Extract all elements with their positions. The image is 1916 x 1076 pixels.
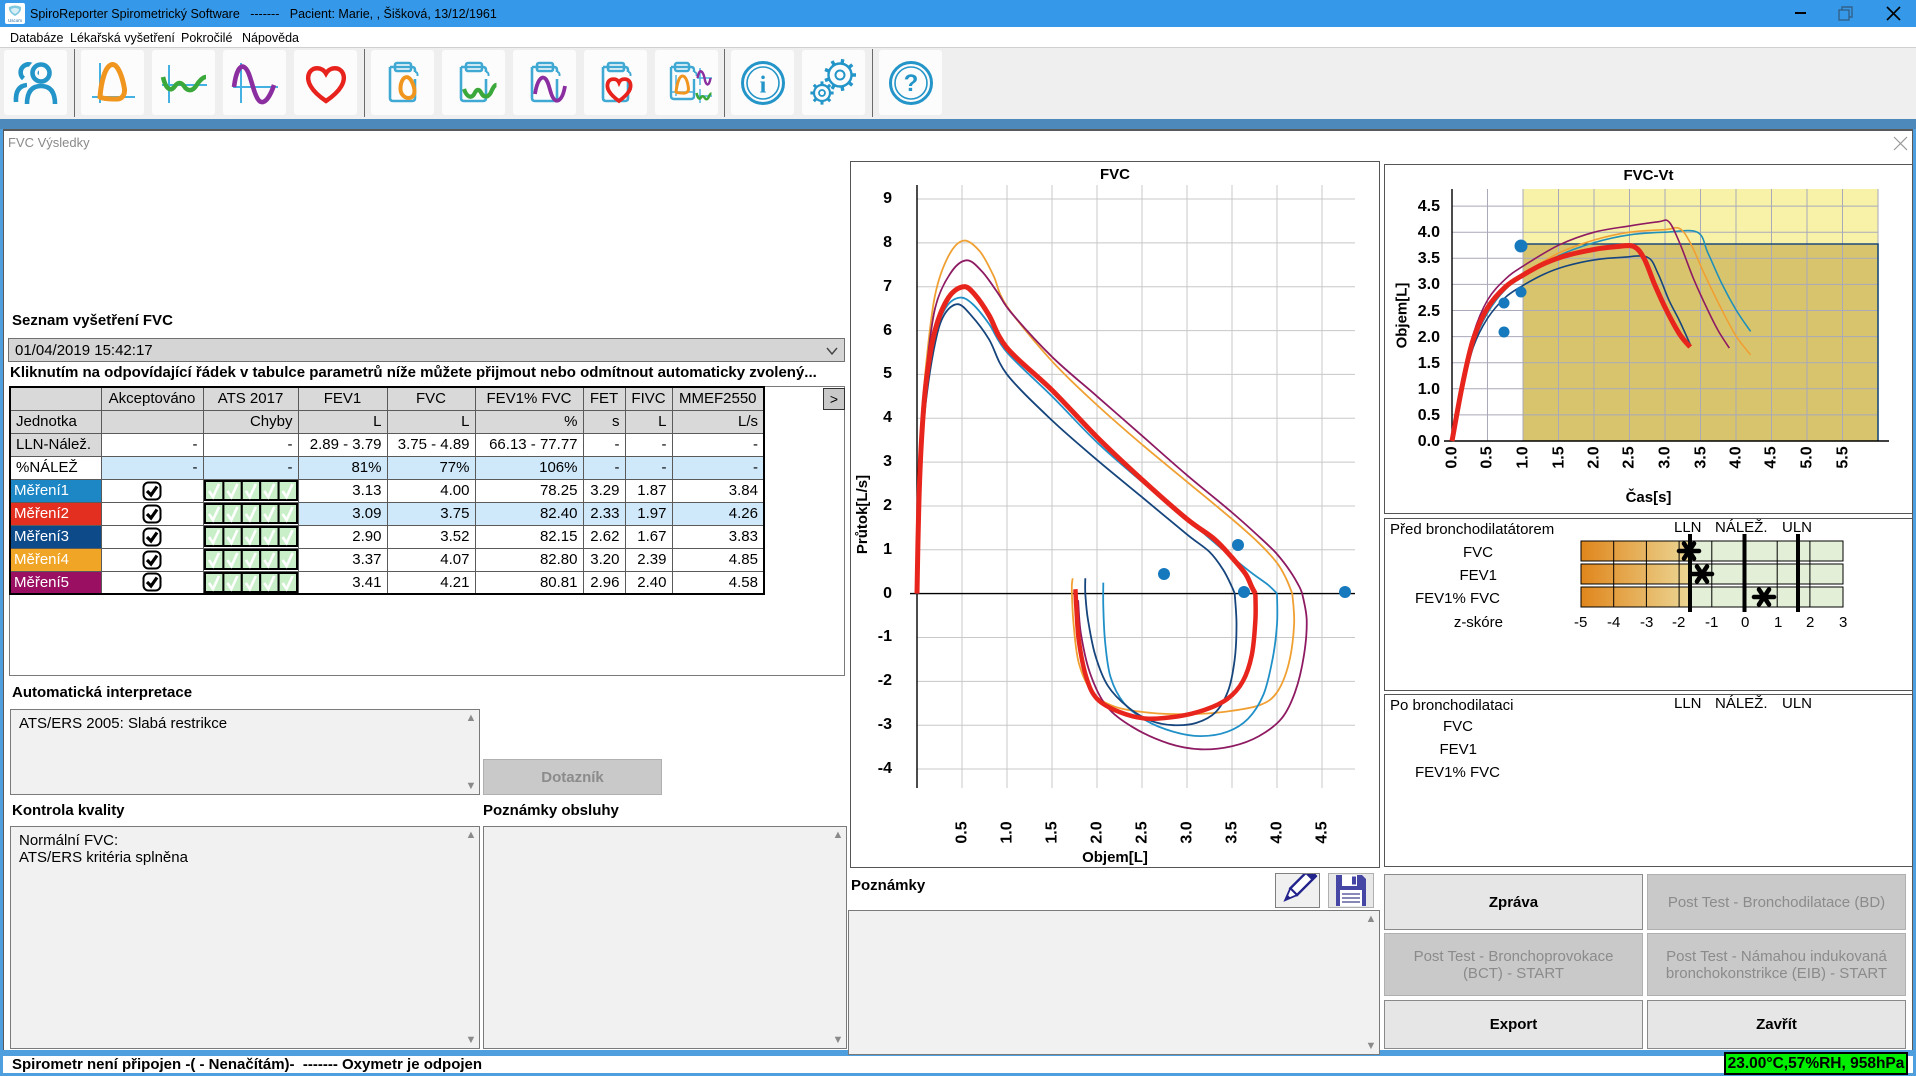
svg-text:?: ? xyxy=(903,70,918,97)
svg-text:i: i xyxy=(759,73,766,99)
svg-text:Uscom: Uscom xyxy=(8,18,22,23)
